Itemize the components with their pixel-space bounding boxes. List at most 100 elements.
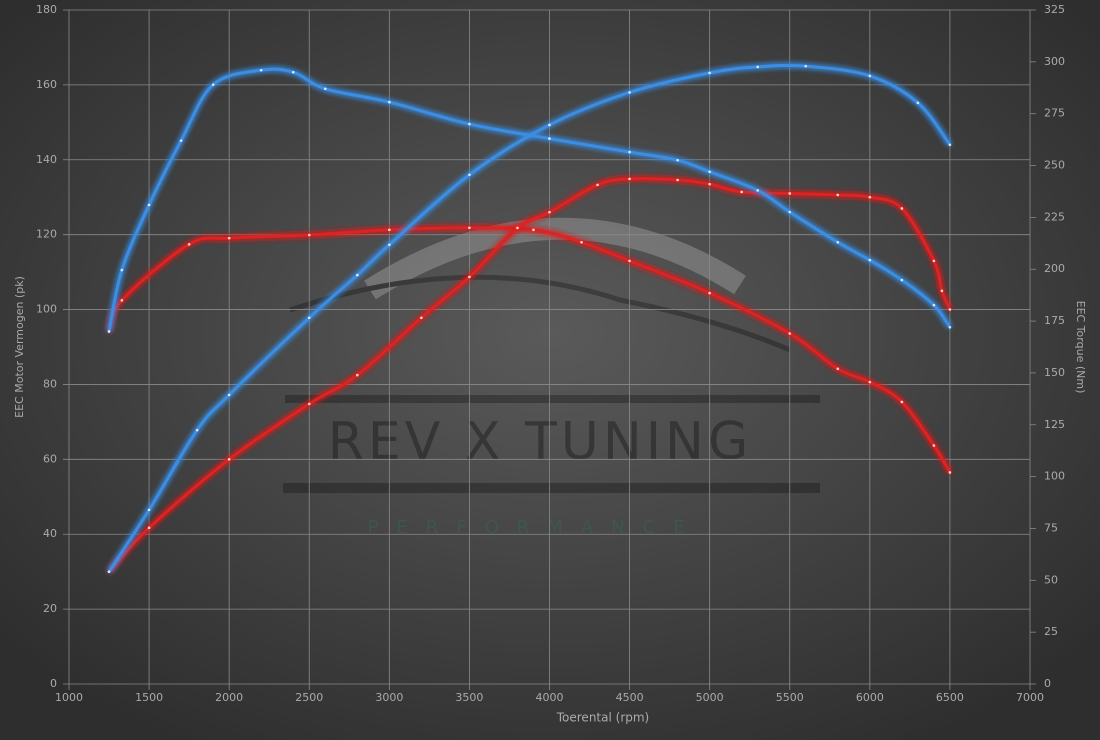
data-point — [708, 71, 711, 75]
data-point — [900, 400, 904, 404]
data-point — [107, 330, 111, 333]
data-point — [468, 173, 471, 177]
data-point — [596, 183, 599, 187]
y2-tick-label: 25 — [1044, 625, 1058, 638]
x-tick-label: 4000 — [536, 691, 564, 704]
data-point — [948, 143, 952, 147]
data-point — [868, 380, 872, 384]
data-point — [356, 273, 359, 277]
y2-tick-label: 275 — [1044, 107, 1065, 120]
data-point — [836, 240, 840, 244]
y-tick-label: 80 — [43, 377, 57, 390]
y-tick-label: 120 — [36, 228, 57, 241]
watermark-logo — [283, 217, 820, 493]
data-point — [187, 243, 191, 246]
data-point — [323, 87, 327, 91]
data-point — [900, 278, 904, 282]
data-point — [676, 158, 679, 162]
data-point — [948, 325, 952, 329]
watermark: REV X TUNING — [328, 412, 753, 472]
y-tick-label: 40 — [43, 527, 57, 540]
x-tick-label: 1000 — [55, 691, 83, 704]
data-point — [948, 308, 952, 311]
data-point — [788, 210, 792, 214]
data-point — [932, 259, 936, 263]
x-tick-label: 5500 — [776, 691, 804, 704]
x-tick-label: 3500 — [455, 691, 483, 704]
data-point — [676, 178, 679, 182]
data-point — [307, 316, 311, 320]
y2-tick-label: 200 — [1044, 262, 1065, 275]
data-point — [532, 228, 535, 232]
data-point — [420, 316, 423, 320]
data-point — [868, 74, 872, 78]
data-point — [516, 226, 519, 230]
data-point — [788, 332, 792, 335]
data-point — [548, 137, 551, 140]
data-point — [756, 189, 760, 192]
data-point — [227, 393, 231, 397]
x-tick-label: 6000 — [856, 691, 884, 704]
data-point — [211, 83, 215, 86]
data-point — [948, 471, 952, 474]
y-tick-label: 180 — [36, 3, 57, 16]
data-point — [120, 299, 124, 302]
y-tick-label: 160 — [36, 78, 57, 91]
data-point — [147, 508, 151, 512]
data-point — [147, 203, 151, 207]
data-point — [628, 259, 631, 263]
data-point — [708, 182, 711, 186]
data-point — [147, 526, 151, 530]
y-tick-label: 0 — [50, 677, 57, 690]
y2-tick-label: 50 — [1044, 573, 1058, 586]
data-point — [388, 243, 391, 247]
y2-tick-label: 175 — [1044, 314, 1065, 327]
x-tick-label: 2500 — [295, 691, 323, 704]
data-point — [916, 101, 920, 105]
data-point — [291, 70, 295, 74]
watermark-sub: PERFORMANCE — [367, 517, 702, 538]
data-point — [868, 195, 872, 199]
data-point — [388, 100, 391, 104]
x-tick-label: 1500 — [135, 691, 163, 704]
y2-tick-label: 125 — [1044, 418, 1065, 431]
data-point — [120, 268, 124, 272]
data-point — [708, 170, 711, 174]
data-point — [307, 233, 311, 237]
y-axis-title: EEC Motor Vermogen (pk) — [13, 276, 26, 418]
y-tick-label: 100 — [36, 303, 57, 316]
data-point — [932, 303, 936, 307]
y2-tick-label: 0 — [1044, 677, 1051, 690]
data-point — [756, 65, 760, 69]
data-point — [468, 122, 471, 126]
y2-tick-label: 100 — [1044, 470, 1065, 483]
y2-axis-title: EEC Torque (Nm) — [1074, 301, 1087, 394]
y-tick-label: 20 — [43, 602, 57, 615]
data-point — [548, 123, 551, 127]
y2-tick-label: 75 — [1044, 521, 1058, 534]
x-tick-label: 3000 — [375, 691, 403, 704]
y-tick-label: 140 — [36, 153, 57, 166]
data-point — [548, 210, 551, 214]
series-line — [107, 67, 952, 332]
data-point — [307, 402, 311, 406]
data-point — [259, 68, 263, 72]
data-point — [740, 190, 743, 194]
data-point — [804, 64, 808, 68]
x-tick-label: 4500 — [616, 691, 644, 704]
x-tick-label: 2000 — [215, 691, 243, 704]
x-axis-title: Toerental (rpm) — [556, 711, 649, 725]
x-tick-label: 7000 — [1016, 691, 1044, 704]
data-point — [388, 228, 391, 232]
data-point — [628, 177, 631, 181]
data-point — [227, 236, 231, 240]
data-point — [179, 139, 183, 142]
data-point — [836, 193, 840, 197]
data-point — [628, 91, 631, 94]
data-point — [788, 192, 792, 195]
y2-tick-label: 300 — [1044, 55, 1065, 68]
data-point — [195, 428, 199, 432]
